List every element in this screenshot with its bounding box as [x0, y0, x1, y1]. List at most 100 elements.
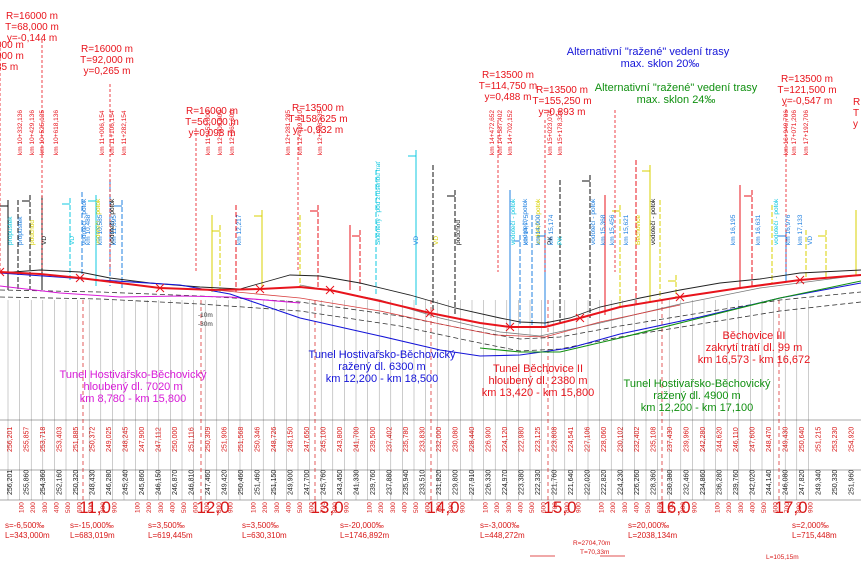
elevation-design-value: 227,106: [585, 427, 592, 452]
hectometre-label: 800: [680, 502, 687, 513]
curve-parameter: T=114,750 m: [479, 81, 537, 92]
tunnel-label: zakrytí tratí dl. 99 m: [706, 342, 803, 354]
hectometre-label: 900: [459, 502, 466, 513]
kilometre-label: 16,0: [657, 498, 690, 517]
gradient-length: L=630,310m: [242, 531, 287, 540]
chainage-label: km 17+192,706: [803, 110, 810, 155]
elevation-terrain-value: 241,330: [354, 470, 361, 495]
structure-chainage: km 10,585: [97, 214, 104, 245]
elevation-design-value: 254,920: [849, 427, 856, 452]
gradient-length: L=683,019m: [70, 531, 115, 540]
hectometre-label: 200: [610, 502, 617, 513]
hectometre-label: 500: [297, 502, 304, 513]
hectometre-label: 100: [715, 502, 722, 513]
curve-parameter: R=16000 m: [81, 44, 133, 55]
curve-parameter-clipped: 85 m: [0, 62, 18, 73]
elevation-terrain-value: 245,860: [139, 470, 146, 495]
curve-parameter: R=13500 m: [482, 70, 534, 81]
curve-parameter: T=155,250 m: [532, 96, 591, 107]
elevation-design-value: 248,726: [271, 427, 278, 452]
hectometre-label: 700: [668, 502, 675, 513]
hectometre-label: 200: [378, 502, 385, 513]
hectometre-label: 700: [204, 502, 211, 513]
structure-chainage: km 16,195: [730, 214, 737, 245]
hectometre-label: 600: [425, 502, 432, 513]
bottom-note: T=70,33m: [580, 549, 609, 556]
elevation-terrain-value: 251,150: [271, 470, 278, 495]
structure-chainage: km 16,976: [785, 214, 792, 245]
chainage-label: km 12+596,535: [317, 110, 324, 155]
structure-chainage: km 14,900: [535, 214, 542, 245]
elevation-design-value: 250,309: [205, 427, 212, 452]
hectometre-label: 400: [633, 502, 640, 513]
alternative-green-line: [479, 280, 861, 353]
hectometre-label: 800: [100, 502, 107, 513]
hectometre-label: 300: [158, 502, 165, 513]
elevation-terrain-value: 247,700: [304, 470, 311, 495]
alternative-subtitle: max. sklon 20‰: [621, 58, 700, 70]
hectometre-label: 100: [251, 502, 258, 513]
elevation-terrain-value: 254,360: [40, 470, 47, 495]
hectometre-label: 900: [343, 502, 350, 513]
vertical-curve-marker: [795, 275, 805, 285]
structure-chainage: km 15,174: [548, 214, 555, 245]
elevation-design-value: 230,080: [453, 427, 460, 452]
elevation-terrain-value: 246,280: [106, 470, 113, 495]
vertical-curve-marker: [155, 283, 165, 293]
elevation-design-value: 256,201: [7, 427, 14, 452]
structure-label: VD: [433, 236, 440, 245]
hectometre-label: 400: [285, 502, 292, 513]
elevation-terrain-value: 227,910: [469, 470, 476, 495]
gradient-value: s=3,500‰: [242, 521, 279, 530]
alternative-subtitle: max. sklon 24‰: [637, 94, 716, 106]
hectometre-label: 600: [77, 502, 84, 513]
hectometre-label: 600: [541, 502, 548, 513]
hectometre-label: 500: [529, 502, 536, 513]
depth-line: [0, 289, 861, 340]
elevation-design-value: 241,700: [354, 427, 361, 452]
elevation-design-value: 228,440: [469, 427, 476, 452]
elevation-design-value: 247,112: [156, 427, 163, 452]
vertical-curve-marker: [75, 273, 85, 283]
elevation-design-value: 251,116: [189, 427, 196, 452]
curve-parameter: y=-0,547 m: [782, 96, 832, 107]
hectometre-label: 500: [761, 502, 768, 513]
hectometre-label: 700: [552, 502, 559, 513]
elevation-design-value: 239,500: [370, 427, 377, 452]
curve-parameter: T=56,000 m: [185, 117, 239, 128]
elevation-terrain-value: 224,230: [618, 470, 625, 495]
structure-label: vodotečí - potok: [773, 198, 780, 245]
chainage-label: km 10+332,136: [17, 110, 24, 155]
hectometre-label: 400: [749, 502, 756, 513]
gradient-value: s=-3,000‰: [480, 521, 519, 530]
bottom-note: R=2704,70m: [573, 540, 610, 547]
structure-chainage: km 16,631: [755, 214, 762, 245]
vertical-curve-marker: [255, 284, 265, 294]
curve-parameter-clipped: y: [853, 119, 858, 130]
elevation-design-value: 245,100: [321, 427, 328, 452]
design-grade-line: [214, 289, 681, 338]
elevation-terrain-value: 234,860: [700, 470, 707, 495]
tunnel-label: km 8,780 - km 15,800: [80, 393, 186, 405]
hectometre-label: 500: [65, 502, 72, 513]
elevation-design-value: 239,960: [684, 427, 691, 452]
alternative-title: Alternativní "ražené" vedení trasy: [595, 82, 758, 94]
hectometre-label: 200: [262, 502, 269, 513]
curve-parameter: y=0,265 m: [84, 66, 131, 77]
hectometre-label: 100: [19, 502, 26, 513]
elevation-terrain-value: 242,020: [750, 470, 757, 495]
gradient-value: s=-6,500‰: [5, 521, 44, 530]
tunnel-label: Běchovice III: [723, 330, 786, 342]
structure-label: PK: [547, 236, 554, 245]
chainage-label: km 17+071,206: [791, 110, 798, 155]
elevation-terrain-value: 232,460: [684, 470, 691, 495]
hectometre-label: 600: [657, 502, 664, 513]
tunnel-label: Tunel Hostivařsko-Běchovický: [309, 349, 456, 361]
elevation-terrain-value: 246,870: [172, 470, 179, 495]
vertical-curve-marker: [505, 322, 515, 332]
structure-label: podchod: [455, 220, 462, 245]
structure-label: vodotečí - potok: [95, 198, 102, 245]
curve-parameter-clipped: T: [853, 108, 859, 119]
chainage-label: km 11+006,154: [99, 110, 106, 155]
